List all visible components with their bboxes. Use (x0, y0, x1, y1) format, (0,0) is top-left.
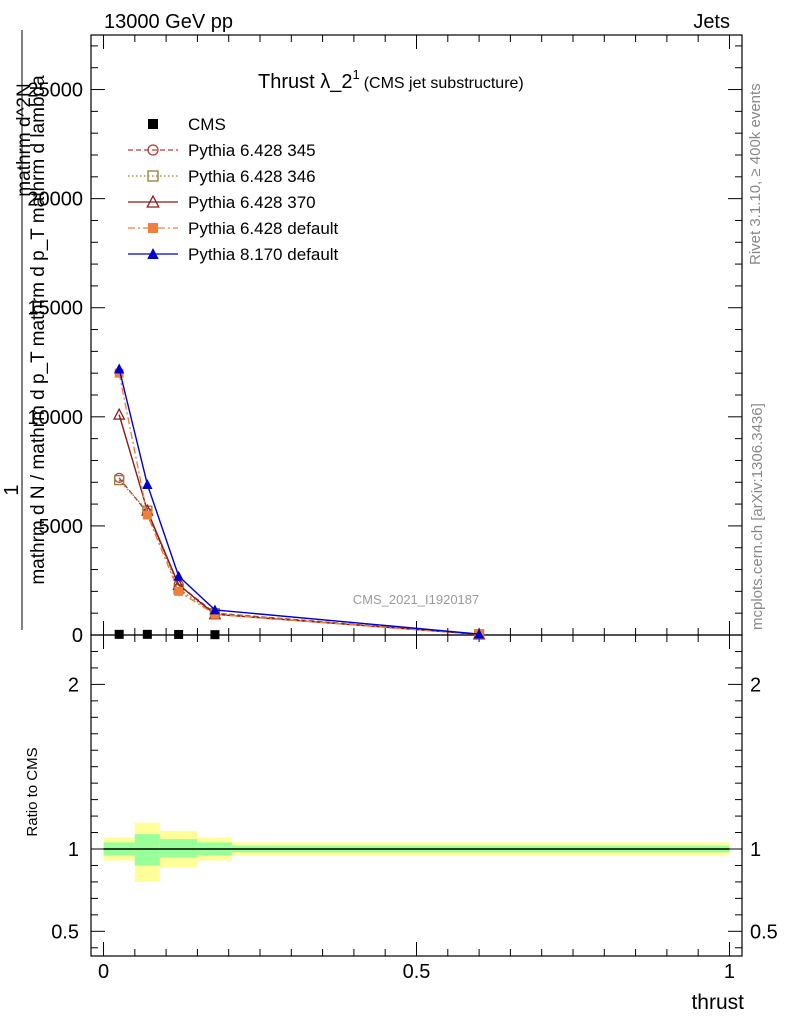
series-line-2 (118, 479, 480, 636)
ratio-band-green-1 (134, 834, 160, 866)
data-point-5-0 (113, 363, 125, 374)
x-ticks: 0 0.5 1 (98, 35, 735, 983)
ylabel-denominator: mathrm d N / mathrm d p_T mathrm d p_T m… (28, 75, 49, 585)
mcplots-label: mcplots.cern.ch [arXiv:1306.3436] (749, 403, 766, 630)
series-1 (114, 472, 485, 640)
header-right: Jets (693, 11, 730, 33)
ratio-ytick-label-left: 0.5 (51, 921, 79, 943)
series-line-1 (118, 477, 480, 636)
legend-marker-3 (146, 194, 160, 208)
chart-subtitle: (CMS jet substructure) (364, 75, 524, 92)
data-point-5-4 (473, 628, 485, 639)
series-group (112, 363, 486, 640)
xtick-label: 0 (98, 961, 109, 983)
data-point-0-2 (174, 629, 184, 639)
legend-label-5: Pythia 8.170 default (188, 245, 339, 264)
ratio-ytick-label-right: 2 (750, 674, 761, 696)
data-point-0-3 (210, 630, 220, 640)
xtick-label: 1 (724, 961, 735, 983)
ratio-ytick-label-right: 0.5 (750, 921, 778, 943)
data-point-2-0 (114, 474, 125, 486)
rivet-label: Rivet 3.1.10, ≥ 400k events (747, 83, 764, 265)
ratio-plot-frame (90, 634, 743, 957)
ratio-ytick-label-left: 2 (68, 674, 79, 696)
legend-label-4: Pythia 6.428 default (188, 219, 339, 238)
legend-marker-5 (147, 248, 159, 259)
legend-label-3: Pythia 6.428 370 (188, 193, 316, 212)
legend-label-1: Pythia 6.428 345 (188, 141, 316, 160)
xtick-label: 0.5 (403, 961, 431, 983)
data-point-3-0 (112, 407, 126, 420)
main-ytick-label: 25000 (27, 80, 83, 102)
legend-marker-1 (147, 144, 159, 156)
main-y-ticks: 0 5000 10000 15000 20000 25000 (27, 45, 742, 647)
legend-label-2: Pythia 6.428 346 (188, 167, 316, 186)
chart-title-sup: 1 (352, 67, 359, 82)
data-point-5-1 (142, 479, 153, 489)
main-ytick-label: 15000 (27, 298, 83, 320)
data-point-0-1 (142, 629, 152, 639)
x-axis-label: thrust (691, 991, 744, 1014)
series-5 (113, 363, 485, 639)
legend: CMS Pythia 6.428 345 Pythia 6.428 346 Pythi… (128, 115, 339, 264)
ratio-y-ticks: 0.5 0.5 1 1 2 2 (51, 634, 778, 949)
main-y-label: 1 mathrm d N / mathrm d p_T mathrm d p_T… (1, 30, 49, 630)
legend-label-0: CMS (188, 115, 226, 134)
ratio-ytick-label-left: 1 (68, 839, 79, 861)
data-point-4-1 (142, 510, 152, 520)
ylabel-numerator: mathrm d^2N (14, 83, 35, 196)
ratio-y-label: Ratio to CMS (24, 747, 41, 836)
data-point-5-2 (173, 570, 184, 581)
main-ytick-label: 5000 (39, 516, 84, 538)
ratio-bands (103, 822, 730, 882)
main-ytick-label: 10000 (27, 407, 83, 429)
ylabel-one: 1 (1, 484, 23, 495)
main-ytick-label: 20000 (27, 189, 83, 211)
ratio-band-green-2 (159, 839, 198, 858)
data-point-5-3 (209, 604, 221, 615)
data-point-4-2 (174, 586, 184, 596)
series-line-3 (118, 414, 480, 636)
header-left: 13000 GeV pp (104, 11, 233, 33)
analysis-watermark: CMS_2021_I1920187 (353, 592, 480, 607)
data-point-0-0 (114, 629, 124, 639)
legend-marker-0 (148, 119, 158, 129)
main-ytick-label: 0 (72, 625, 83, 647)
series-2 (114, 474, 485, 640)
chart-title: Thrust λ_21 (CMS jet substructure) (258, 67, 524, 93)
legend-marker-4 (148, 223, 158, 233)
chart-title-main: Thrust λ_2 (258, 71, 352, 93)
legend-marker-2 (147, 170, 159, 182)
ratio-ytick-label-right: 1 (750, 839, 761, 861)
